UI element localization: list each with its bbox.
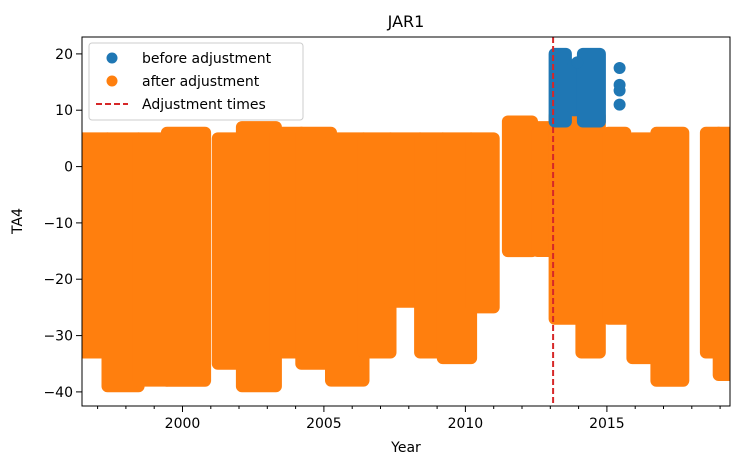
legend-marker-after — [106, 75, 118, 87]
before-adjustment-point-3 — [613, 84, 626, 97]
before-adjustment-point-4 — [613, 98, 626, 111]
legend-label-after: after adjustment — [142, 74, 260, 90]
legend: before adjustment after adjustment Adjus… — [88, 42, 304, 121]
before-adjustment-cluster-2 — [576, 47, 606, 128]
y-tick-label: −40 — [43, 385, 73, 401]
before-adjustment-point-1 — [613, 62, 626, 74]
after-adjustment-segment-22 — [712, 126, 730, 381]
y-tick-label: 0 — [64, 160, 73, 176]
after-adjustment-segment-13 — [465, 132, 500, 314]
y-axis-label: TA4 — [10, 208, 26, 235]
y-axis-ticks: 20 10 0 −10 −20 −30 −40 — [43, 47, 82, 401]
after-adjustment-segment-17 — [575, 109, 606, 359]
before-adjustment-point-0 — [571, 56, 584, 69]
legend-label-adjustment: Adjustment times — [142, 97, 266, 113]
legend-label-before: before adjustment — [142, 51, 272, 67]
y-tick-label: −30 — [43, 329, 73, 345]
before-adjustment-cluster-0 — [548, 47, 572, 128]
legend-marker-before — [106, 52, 118, 64]
y-tick-label: 10 — [55, 103, 73, 119]
after-adjustment-segment-18 — [602, 126, 632, 325]
axes-frame — [81, 36, 731, 407]
chart-title: JAR1 — [387, 12, 425, 31]
x-tick-label: 2005 — [306, 416, 342, 432]
after-adjustment-segment-20 — [650, 126, 690, 387]
x-axis-label: Year — [390, 440, 421, 456]
y-tick-label: −10 — [43, 216, 73, 232]
plot-area — [82, 47, 730, 393]
x-axis-ticks: 2000 2005 2010 2015 — [97, 406, 721, 432]
y-tick-label: 20 — [55, 47, 73, 63]
x-tick-label: 2015 — [589, 416, 625, 432]
legend-box — [88, 42, 304, 121]
after-adjustment-segment-14 — [501, 115, 538, 258]
y-tick-label: −20 — [43, 272, 73, 288]
after-adjustment-segment-3 — [160, 126, 212, 387]
x-tick-label: 2010 — [448, 416, 484, 432]
x-tick-label: 2000 — [165, 416, 201, 432]
